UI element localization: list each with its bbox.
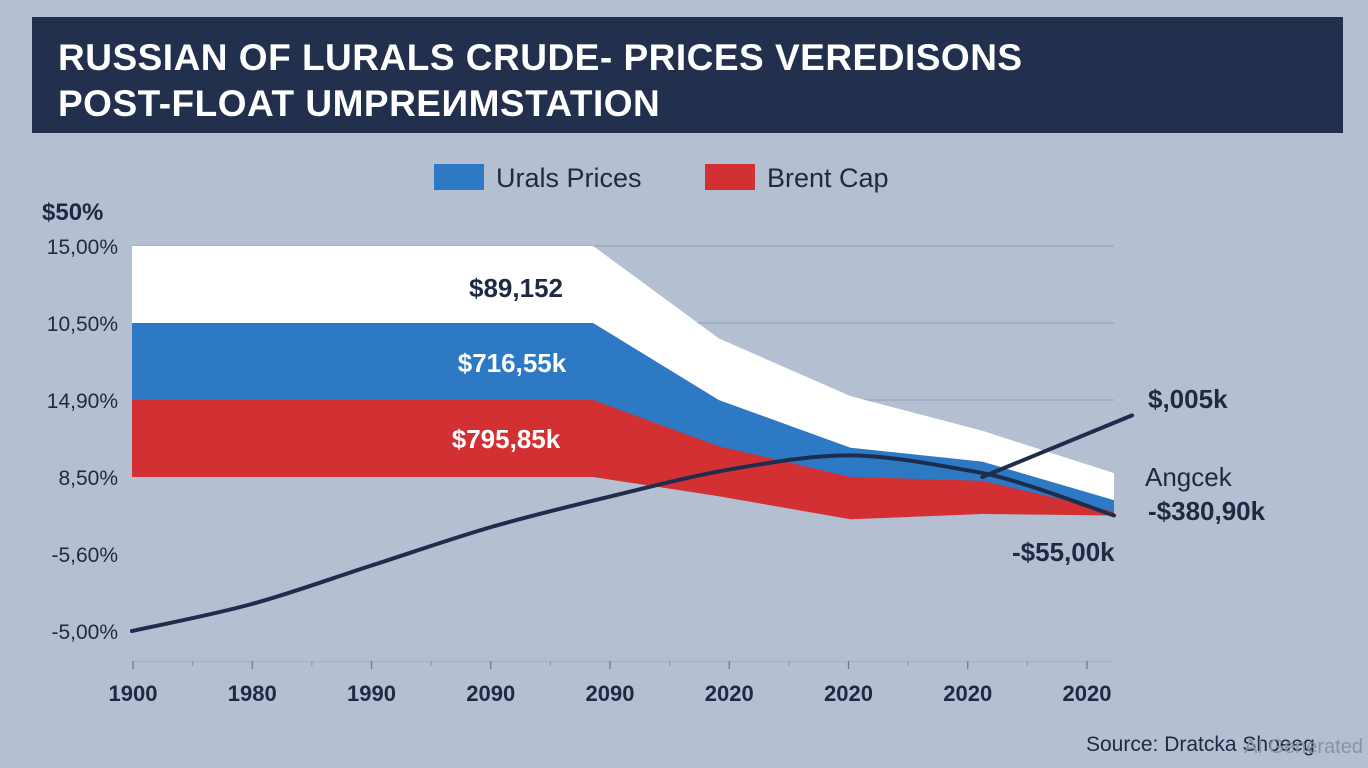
band-label-brent: $795,85k xyxy=(452,424,561,454)
x-tick-label-1: 1980 xyxy=(228,681,277,706)
legend-swatch-urals xyxy=(434,164,484,190)
x-tick-label-8: 2020 xyxy=(1063,681,1112,706)
right-label-3: -$380,90k xyxy=(1148,496,1266,526)
x-tick-label-5: 2020 xyxy=(705,681,754,706)
x-axis-ticks: 1900 1980 1990 2090 2090 2020 2020 2020 2020 xyxy=(109,661,1112,706)
legend-label-urals: Urals Prices xyxy=(496,163,642,193)
x-tick-label-3: 2090 xyxy=(466,681,515,706)
band-label-upper: $89,152 xyxy=(469,273,563,303)
chart-title-line-1: RUSSIAN OF LURALS CRUDE- PRICES VEREDISO… xyxy=(58,37,1023,78)
y-axis-ticks: 15,00% 10,50% 14,90% 8,50% -5,60% -5,00% xyxy=(47,236,118,644)
right-label-4: -$55,00k xyxy=(1012,537,1115,567)
x-tick-label-2: 1990 xyxy=(347,681,396,706)
y-tick-label-3: 8,50% xyxy=(58,467,118,490)
source-note: Source: Dratcka Shoeeg xyxy=(1086,733,1315,756)
area-bands xyxy=(132,246,1114,662)
chart-title-line-2: POST-FLOAT UMPREИMSTATION xyxy=(58,83,661,124)
x-tick-label-0: 1900 xyxy=(109,681,158,706)
x-tick-label-6: 2020 xyxy=(824,681,873,706)
y-tick-label-1: 10,50% xyxy=(47,313,118,336)
legend-label-brent: Brent Cap xyxy=(767,163,889,193)
right-label-1: $,005k xyxy=(1148,384,1228,414)
y-tick-label-5: -5,00% xyxy=(51,621,118,644)
title-bar: RUSSIAN OF LURALS CRUDE- PRICES VEREDISO… xyxy=(32,17,1343,133)
y-axis-unit-label: $50% xyxy=(42,199,103,226)
area-base-band xyxy=(132,477,1114,662)
y-tick-label-4: -5,60% xyxy=(51,544,118,567)
line-trend-line xyxy=(130,453,1116,633)
watermark: AI Generated xyxy=(1244,736,1363,758)
band-label-urals: $716,55k xyxy=(458,348,567,378)
line-rising-line xyxy=(980,413,1134,479)
x-tick-label-7: 2020 xyxy=(943,681,992,706)
legend-swatch-brent xyxy=(705,164,755,190)
y-tick-label-2: 14,90% xyxy=(47,390,118,413)
x-tick-label-4: 2090 xyxy=(586,681,635,706)
right-label-2: Angcek xyxy=(1145,462,1233,492)
trend-lines xyxy=(130,413,1134,633)
y-tick-label-0: 15,00% xyxy=(47,236,118,259)
